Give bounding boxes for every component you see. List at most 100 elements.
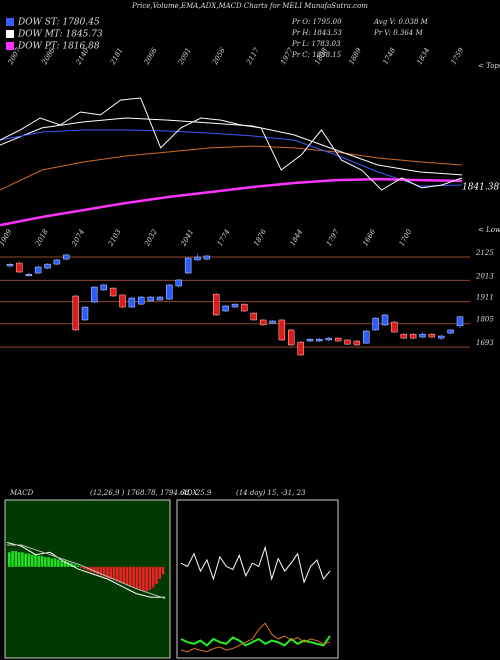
macd-bar bbox=[50, 558, 54, 567]
macd-bar bbox=[161, 566, 165, 575]
candle-body bbox=[325, 337, 332, 341]
macd-bar bbox=[73, 564, 77, 567]
y-tick-label: 2125 bbox=[475, 249, 494, 257]
macd-bar bbox=[83, 566, 86, 570]
macd-bar bbox=[155, 566, 158, 584]
candle-body bbox=[6, 264, 14, 267]
candle-body bbox=[63, 254, 70, 260]
top-label: 2056 bbox=[210, 46, 227, 67]
price-info: Pr O: 1795.00 bbox=[291, 18, 342, 26]
macd-bar bbox=[27, 553, 31, 567]
macd-bar bbox=[21, 552, 24, 567]
candle-body bbox=[288, 329, 295, 346]
candle-body bbox=[381, 314, 389, 326]
adx-panel bbox=[176, 499, 339, 659]
macd-bar bbox=[30, 554, 34, 567]
macd-bar bbox=[63, 560, 67, 567]
macd-bar bbox=[99, 566, 103, 576]
candle-body bbox=[34, 266, 42, 274]
candle-body bbox=[81, 306, 89, 321]
legend-swatch bbox=[6, 30, 14, 38]
series-line bbox=[6, 542, 165, 598]
low-label: 2074 bbox=[70, 228, 86, 248]
y-tick-label: 1911 bbox=[476, 294, 494, 302]
candle-body bbox=[344, 339, 351, 345]
candle-body bbox=[419, 333, 426, 338]
macd-bar bbox=[37, 555, 41, 567]
candle-body bbox=[16, 262, 23, 273]
candle-body bbox=[213, 293, 220, 316]
macd-params: (12,26,9 ) 1768.78, 1794.68, -25.9 bbox=[90, 489, 212, 497]
macd-bar bbox=[76, 565, 80, 567]
top-label: 1889 bbox=[347, 46, 363, 66]
series-line bbox=[180, 622, 331, 653]
candle-body bbox=[353, 340, 361, 346]
macd-bar bbox=[14, 551, 18, 567]
page-title: Price,Volume,EMA,ADX,MACD Charts for MEL… bbox=[131, 2, 368, 10]
macd-bar bbox=[40, 555, 44, 567]
macd-bar bbox=[122, 566, 126, 584]
low-label: 1700 bbox=[398, 228, 414, 248]
candle-body bbox=[175, 279, 182, 287]
candle-body bbox=[447, 329, 454, 334]
price-info: Pr V: 0.364 M bbox=[373, 29, 423, 37]
macd-bar bbox=[57, 559, 60, 567]
macd-bar bbox=[115, 566, 119, 582]
macd-bar bbox=[142, 566, 145, 592]
candle-body bbox=[138, 296, 145, 305]
candle-body bbox=[334, 337, 342, 342]
candle-body bbox=[409, 333, 417, 339]
y-tick-label: 1805 bbox=[476, 316, 494, 324]
macd-bar bbox=[8, 552, 11, 567]
macd-bar bbox=[93, 566, 96, 573]
macd-bar bbox=[125, 566, 129, 586]
macd-bar bbox=[96, 566, 99, 575]
candle-body bbox=[363, 330, 370, 344]
candle-body bbox=[259, 319, 267, 326]
candle-body bbox=[194, 256, 201, 261]
adx-params: (14 day) 15, -31, 23 bbox=[236, 489, 306, 497]
macd-bar bbox=[17, 552, 21, 567]
low-label: 1774 bbox=[216, 228, 232, 247]
candle-body bbox=[241, 303, 248, 312]
macd-panel bbox=[4, 499, 171, 659]
candle-body bbox=[428, 333, 436, 338]
candle-body bbox=[278, 319, 286, 341]
top-label: 2066 bbox=[142, 46, 159, 67]
macd-bar bbox=[47, 557, 50, 567]
series-line bbox=[0, 177, 463, 227]
candle-body bbox=[25, 274, 32, 277]
series-line bbox=[0, 117, 463, 176]
macd-bar bbox=[53, 558, 57, 567]
low-label: 2041 bbox=[179, 228, 195, 248]
candle-body bbox=[456, 316, 464, 327]
macd-bar bbox=[158, 566, 162, 579]
series-line bbox=[0, 129, 463, 187]
series-line bbox=[0, 145, 463, 191]
low-label: 2032 bbox=[143, 228, 160, 249]
candle-body bbox=[372, 317, 379, 331]
candle-body bbox=[156, 296, 164, 301]
candle-body bbox=[100, 284, 107, 291]
price-info: Pr H: 1843.53 bbox=[291, 29, 342, 37]
low-label: 2018 bbox=[33, 228, 50, 249]
low-label: 1797 bbox=[325, 228, 341, 248]
candle-body bbox=[72, 295, 79, 331]
macd-bar bbox=[24, 553, 27, 567]
macd-bar bbox=[145, 566, 148, 592]
macd-bar bbox=[135, 566, 139, 589]
candle-body bbox=[91, 286, 98, 303]
candle-body bbox=[53, 259, 61, 265]
price-info: Pr C: 1838.15 bbox=[291, 51, 342, 59]
candle-body bbox=[400, 333, 407, 339]
macd-label: MACD bbox=[9, 489, 34, 497]
candle-body bbox=[316, 338, 323, 342]
low-label: 1876 bbox=[252, 228, 268, 248]
y-tick-label: 2013 bbox=[475, 272, 494, 280]
candle-body bbox=[184, 257, 192, 274]
candle-body bbox=[109, 287, 117, 297]
macd-bar bbox=[129, 566, 132, 587]
macd-bar bbox=[43, 557, 47, 567]
candle-body bbox=[391, 321, 398, 333]
